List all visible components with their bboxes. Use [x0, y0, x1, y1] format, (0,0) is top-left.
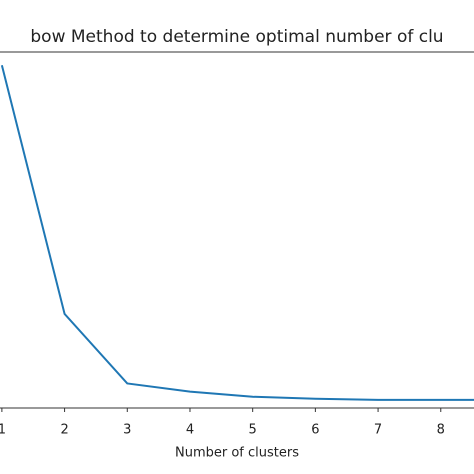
x-tick-label: 3: [123, 423, 131, 438]
x-tick-label: 8: [437, 423, 445, 438]
chart-title: bow Method to determine optimal number o…: [30, 27, 443, 47]
x-tick-label: 1: [0, 423, 6, 438]
x-tick-label: 5: [249, 423, 257, 438]
x-tick-label: 6: [311, 423, 319, 438]
x-tick-label: 7: [374, 423, 382, 438]
x-tick-label: 2: [60, 423, 68, 438]
series-line: [0, 65, 474, 401]
x-tick-label: 4: [186, 423, 194, 438]
x-axis-label: Number of clusters: [175, 446, 299, 461]
